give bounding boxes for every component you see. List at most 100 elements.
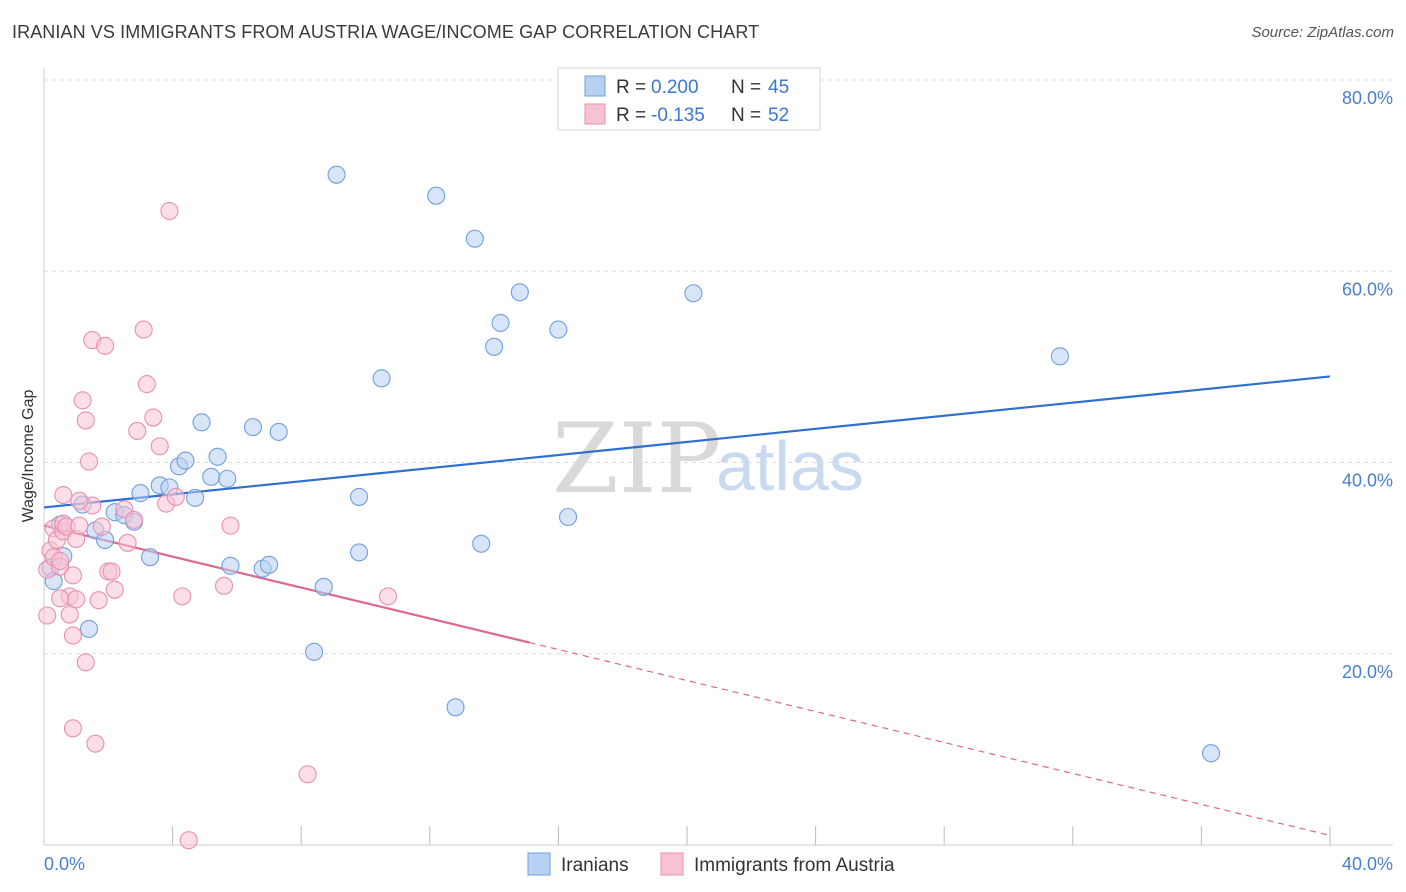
point-iranians <box>350 543 369 562</box>
y-tick-label-60: 60.0% <box>1342 279 1393 299</box>
point-iranians <box>465 229 484 248</box>
point-iranians <box>314 577 333 596</box>
point-iranians <box>510 283 529 302</box>
top-legend: R = 0.200 N = 45 R = -0.135 N = 52 <box>557 67 821 131</box>
point-iranians <box>1201 744 1221 763</box>
point-austria <box>60 605 79 624</box>
legend-r-label-austria: R = <box>616 105 646 126</box>
point-iranians <box>192 413 211 432</box>
point-austria <box>128 421 147 440</box>
bottom-legend-label-iranians: Iranians <box>561 855 629 876</box>
point-austria <box>96 336 115 355</box>
axes <box>43 68 1393 846</box>
legend-r-label-iranians: R = <box>616 77 646 98</box>
point-iranians <box>549 320 568 339</box>
point-austria <box>166 487 185 506</box>
point-iranians <box>269 422 288 441</box>
point-austria <box>89 591 108 610</box>
y-tick-label-80: 80.0% <box>1342 88 1393 108</box>
point-austria <box>54 485 73 505</box>
legend-n-value-iranians: 45 <box>768 77 789 98</box>
point-austria <box>70 491 89 510</box>
point-iranians <box>243 418 263 437</box>
point-iranians <box>202 467 221 486</box>
point-iranians <box>350 487 369 506</box>
bottom-legend: Iranians Immigrants from Austria <box>527 852 895 876</box>
point-iranians <box>684 284 703 303</box>
regression-line-iranians <box>43 375 1331 509</box>
point-austria <box>63 719 82 738</box>
point-austria <box>86 734 105 753</box>
point-austria <box>67 590 86 609</box>
point-iranians <box>218 469 237 488</box>
point-austria <box>134 320 153 339</box>
regression-line-austria-extension <box>529 641 1331 837</box>
y-tick-label-20: 20.0% <box>1342 662 1393 682</box>
point-austria <box>51 551 70 571</box>
legend-n-label-austria: N = <box>731 105 761 126</box>
x-tick-label-max: 40.0% <box>1342 854 1393 874</box>
watermark-zip: ZIP <box>552 403 721 515</box>
point-iranians <box>427 186 446 205</box>
point-austria <box>150 437 169 456</box>
point-austria <box>92 517 111 536</box>
point-iranians <box>327 165 346 184</box>
bottom-legend-swatch-iranians <box>527 852 551 876</box>
point-austria <box>63 626 82 645</box>
point-iranians <box>141 548 160 567</box>
legend-n-value-austria: 52 <box>768 105 789 126</box>
chart-title: IRANIAN VS IMMIGRANTS FROM AUSTRIA WAGE/… <box>12 22 760 42</box>
bottom-legend-swatch-austria <box>660 852 684 876</box>
legend-r-value-iranians: 0.200 <box>651 77 699 98</box>
point-iranians <box>491 313 510 332</box>
legend-n-label-iranians: N = <box>731 77 761 98</box>
y-tick-label-40: 40.0% <box>1342 471 1393 491</box>
point-iranians <box>208 447 227 466</box>
point-iranians <box>131 484 150 503</box>
point-iranians <box>259 555 279 574</box>
point-austria <box>73 391 92 410</box>
point-austria <box>38 606 57 625</box>
point-iranians <box>186 488 205 507</box>
watermark-atlas: atlas <box>716 427 864 505</box>
point-iranians <box>1050 347 1069 366</box>
point-iranians <box>79 619 99 638</box>
point-austria <box>63 566 82 585</box>
point-austria <box>76 653 95 672</box>
legend-r-value-austria: -0.135 <box>651 105 705 126</box>
bottom-legend-label-austria: Immigrants from Austria <box>694 855 895 876</box>
point-iranians <box>558 507 578 527</box>
point-iranians <box>176 451 195 470</box>
point-austria <box>124 510 144 529</box>
point-austria <box>51 589 70 608</box>
point-austria <box>79 452 99 471</box>
point-austria <box>298 765 317 784</box>
point-iranians <box>305 642 324 661</box>
point-austria <box>118 533 137 552</box>
point-iranians <box>372 369 391 388</box>
point-iranians <box>485 337 504 356</box>
point-austria <box>137 375 156 394</box>
point-austria <box>173 587 192 606</box>
point-austria <box>144 408 163 427</box>
point-iranians <box>221 556 240 575</box>
point-austria <box>76 411 95 430</box>
point-iranians <box>446 698 465 717</box>
y-tick-labels: 20.0% 40.0% 60.0% 80.0% <box>1342 88 1393 682</box>
point-austria <box>102 562 121 581</box>
point-austria <box>179 831 198 850</box>
x-tick-label-min: 0.0% <box>44 854 85 874</box>
point-austria <box>105 580 124 599</box>
point-austria <box>160 201 179 221</box>
point-austria <box>378 587 398 606</box>
source-credit: Source: ZipAtlas.com <box>1251 24 1394 41</box>
legend-swatch-austria <box>584 103 606 125</box>
point-austria <box>221 516 240 535</box>
point-austria <box>70 516 89 535</box>
data-points <box>38 165 1221 850</box>
gridlines <box>44 79 1393 655</box>
y-axis-label: Wage/Income Gap <box>20 390 37 523</box>
point-austria <box>214 576 234 595</box>
legend-swatch-iranians <box>584 75 606 97</box>
